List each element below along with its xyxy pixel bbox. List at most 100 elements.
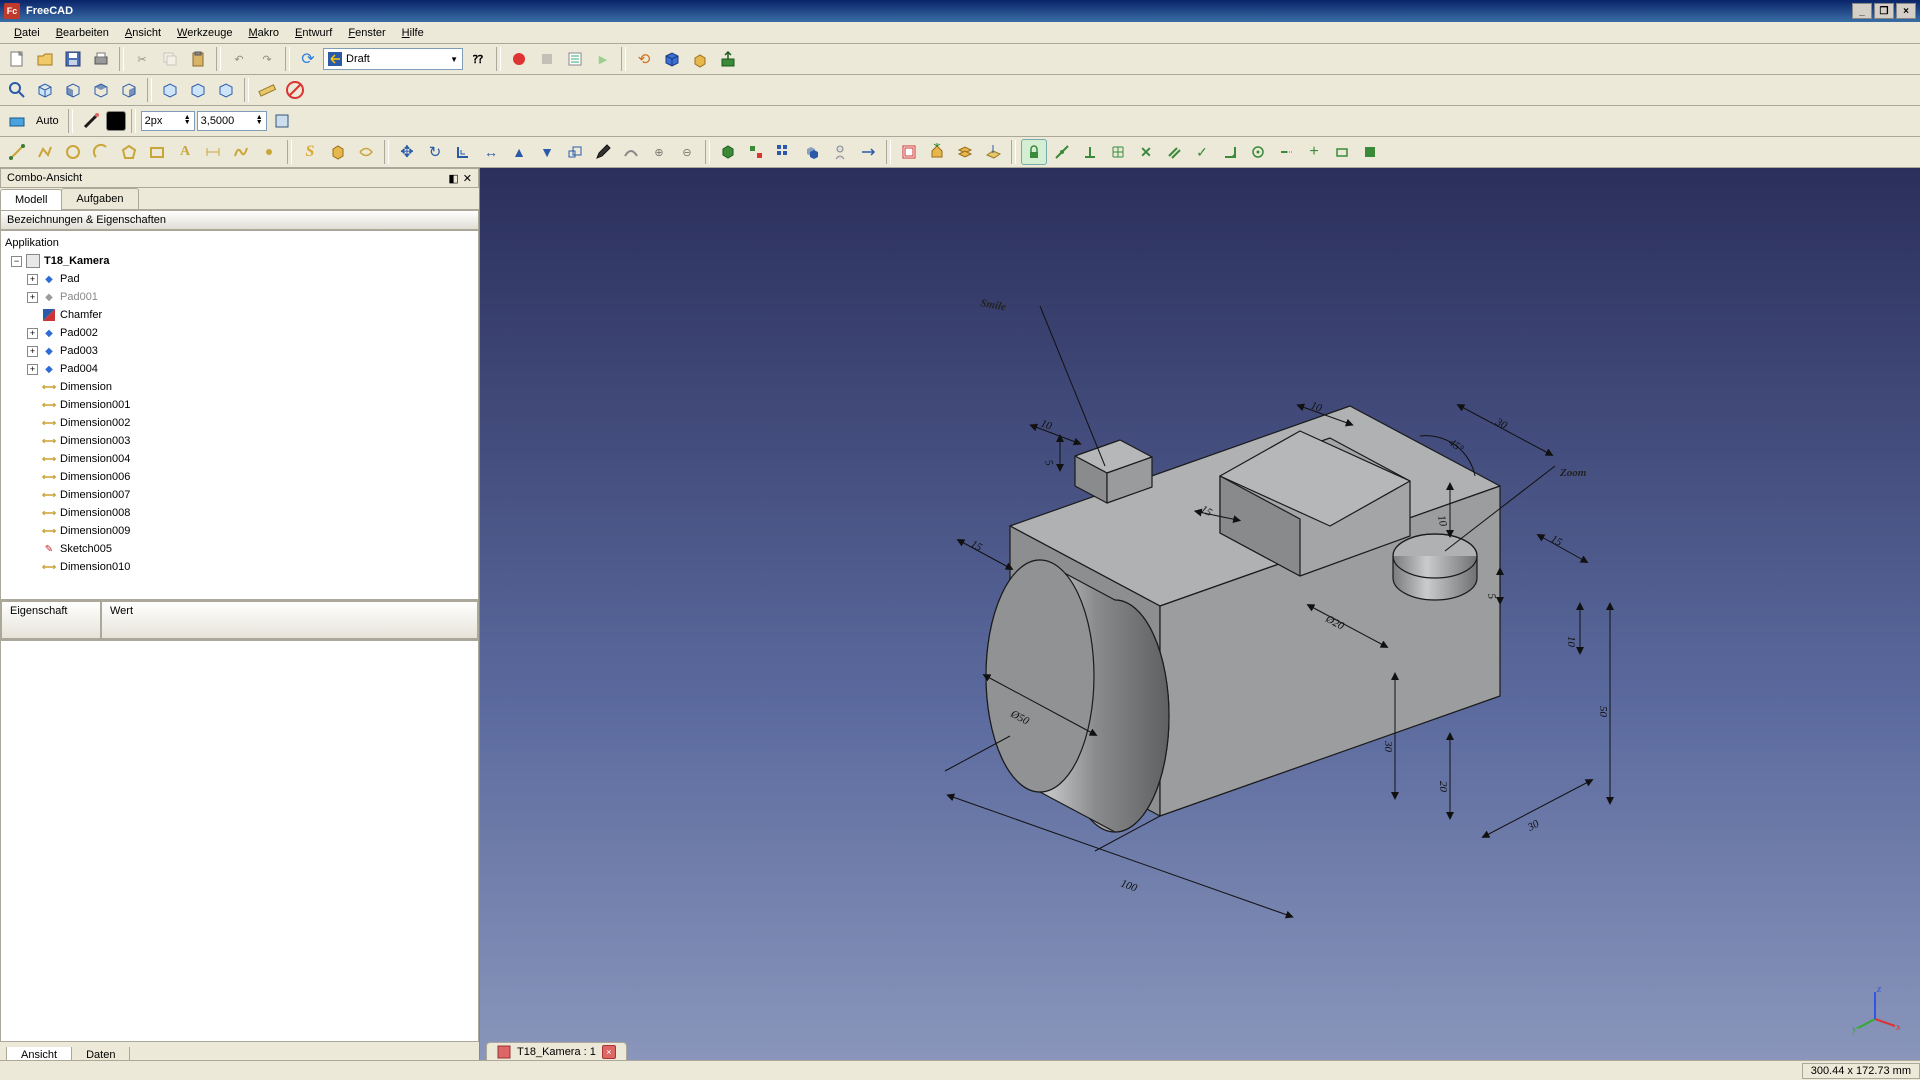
tree-item[interactable]: ⟷Dimension002	[1, 414, 478, 432]
tree-root[interactable]: Applikation	[1, 234, 478, 252]
front-view-icon[interactable]	[60, 77, 86, 103]
tree-doc[interactable]: −T18_Kamera	[1, 252, 478, 270]
text-tool-icon[interactable]: A	[172, 139, 198, 165]
face-color-swatch[interactable]	[106, 111, 126, 131]
macro-list-icon[interactable]	[562, 46, 588, 72]
tree-item[interactable]: ⟷Dimension006	[1, 468, 478, 486]
menu-datei[interactable]: Datei	[6, 24, 48, 42]
arc-tool-icon[interactable]	[88, 139, 114, 165]
no-entry-icon[interactable]	[282, 77, 308, 103]
menu-bearbeiten[interactable]: Bearbeiten	[48, 24, 117, 42]
snap-near-icon[interactable]: +	[1301, 139, 1327, 165]
tree-item[interactable]: ⟷Dimension007	[1, 486, 478, 504]
menu-fenster[interactable]: Fenster	[340, 24, 393, 42]
drawing-icon[interactable]	[896, 139, 922, 165]
macro-run-icon[interactable]: ▶	[590, 46, 616, 72]
close-button[interactable]: ×	[1896, 3, 1916, 19]
undo-icon[interactable]: ↶	[226, 46, 252, 72]
snap-center-icon[interactable]	[1245, 139, 1271, 165]
tree-item[interactable]: +◆Pad001	[1, 288, 478, 306]
del-point-icon[interactable]: ⊖	[674, 139, 700, 165]
model-tree[interactable]: Applikation −T18_Kamera +◆Pad+◆Pad001Cha…	[0, 230, 479, 600]
snap-perpendicular-icon[interactable]	[1077, 139, 1103, 165]
bspline-tool-icon[interactable]	[228, 139, 254, 165]
minimize-button[interactable]: _	[1852, 3, 1872, 19]
export-icon[interactable]	[715, 46, 741, 72]
snap-extension-icon[interactable]	[1273, 139, 1299, 165]
snap-grid-icon[interactable]	[1105, 139, 1131, 165]
flip-dim-icon[interactable]	[855, 139, 881, 165]
whats-this-icon[interactable]: ⁇	[465, 46, 491, 72]
clone-tool-icon[interactable]	[799, 139, 825, 165]
wire-tool-icon[interactable]	[32, 139, 58, 165]
apply-style-icon[interactable]	[269, 108, 295, 134]
construction-mode-icon[interactable]	[4, 108, 30, 134]
line-tool-icon[interactable]	[4, 139, 30, 165]
paste-icon[interactable]	[185, 46, 211, 72]
layer-icon[interactable]	[952, 139, 978, 165]
menu-hilfe[interactable]: Hilfe	[394, 24, 432, 42]
open-file-icon[interactable]	[32, 46, 58, 72]
polygon-tool-icon[interactable]	[116, 139, 142, 165]
tree-item[interactable]: ⟷Dimension009	[1, 522, 478, 540]
array-tool-icon[interactable]	[771, 139, 797, 165]
refresh-icon[interactable]: ⟳	[295, 46, 321, 72]
dimension-tool-icon[interactable]	[200, 139, 226, 165]
dim-scale-input[interactable]: 3,5000▲▼	[197, 111, 267, 131]
tree-item[interactable]: +◆Pad	[1, 270, 478, 288]
sketch-tool-icon[interactable]	[353, 139, 379, 165]
scale-tool-icon[interactable]	[562, 139, 588, 165]
tree-item[interactable]: +◆Pad003	[1, 342, 478, 360]
point-tool-icon[interactable]	[256, 139, 282, 165]
part-icon[interactable]	[687, 46, 713, 72]
tree-item[interactable]: ⟷Dimension010	[1, 558, 478, 576]
rear-view-icon[interactable]	[157, 77, 183, 103]
axo-view-icon[interactable]	[32, 77, 58, 103]
snap-dimensions-icon[interactable]	[1357, 139, 1383, 165]
wire-to-bspline-icon[interactable]	[618, 139, 644, 165]
snap-ortho-icon[interactable]	[1329, 139, 1355, 165]
add-point-icon[interactable]: ⊕	[646, 139, 672, 165]
shapestring-icon[interactable]: S	[297, 139, 323, 165]
redo-icon[interactable]: ↷	[254, 46, 280, 72]
box-icon[interactable]	[659, 46, 685, 72]
reload-icon[interactable]: ⟲	[631, 46, 657, 72]
rotate-tool-icon[interactable]: ↻	[422, 139, 448, 165]
workbench-selector[interactable]: Draft ▼	[323, 48, 463, 70]
macro-stop-icon[interactable]	[534, 46, 560, 72]
tree-item[interactable]: ⟷Dimension003	[1, 432, 478, 450]
tab-aufgaben[interactable]: Aufgaben	[61, 188, 138, 209]
working-plane-icon[interactable]	[980, 139, 1006, 165]
copy-icon[interactable]	[157, 46, 183, 72]
tree-item[interactable]: +◆Pad002	[1, 324, 478, 342]
measure-icon[interactable]	[254, 77, 280, 103]
line-width-input[interactable]: 2px▲▼	[141, 111, 195, 131]
rectangle-tool-icon[interactable]	[144, 139, 170, 165]
top-view-icon[interactable]	[88, 77, 114, 103]
facebinder-icon[interactable]	[325, 139, 351, 165]
menu-entwurf[interactable]: Entwurf	[287, 24, 340, 42]
tree-item[interactable]: Chamfer	[1, 306, 478, 324]
cut-icon[interactable]: ✂	[129, 46, 155, 72]
save-file-icon[interactable]	[60, 46, 86, 72]
trimex-tool-icon[interactable]: ↔	[478, 139, 504, 165]
menu-werkzeuge[interactable]: Werkzeuge	[169, 24, 240, 42]
snap-intersection-icon[interactable]: ✕	[1133, 139, 1159, 165]
tab-modell[interactable]: Modell	[0, 189, 62, 210]
upgrade-tool-icon[interactable]: ▲	[506, 139, 532, 165]
model-canvas[interactable]: 100 Ø50 30 50 20 30 15 10 5 15 10 45° 30…	[480, 168, 1920, 1064]
line-color-icon[interactable]	[78, 108, 104, 134]
tree-item[interactable]: ⟷Dimension004	[1, 450, 478, 468]
draft2sketch-icon[interactable]	[743, 139, 769, 165]
macro-record-icon[interactable]	[506, 46, 532, 72]
new-file-icon[interactable]	[4, 46, 30, 72]
viewport-tab-close-icon[interactable]: ×	[602, 1045, 616, 1059]
snap-endpoint-icon[interactable]: ✓	[1189, 139, 1215, 165]
property-area[interactable]	[0, 640, 479, 1042]
tree-item[interactable]: ✎Sketch005	[1, 540, 478, 558]
menu-makro[interactable]: Makro	[240, 24, 287, 42]
fit-all-icon[interactable]	[4, 77, 30, 103]
tree-item[interactable]: ⟷Dimension	[1, 378, 478, 396]
tree-item[interactable]: ⟷Dimension008	[1, 504, 478, 522]
move-tool-icon[interactable]: ✥	[394, 139, 420, 165]
